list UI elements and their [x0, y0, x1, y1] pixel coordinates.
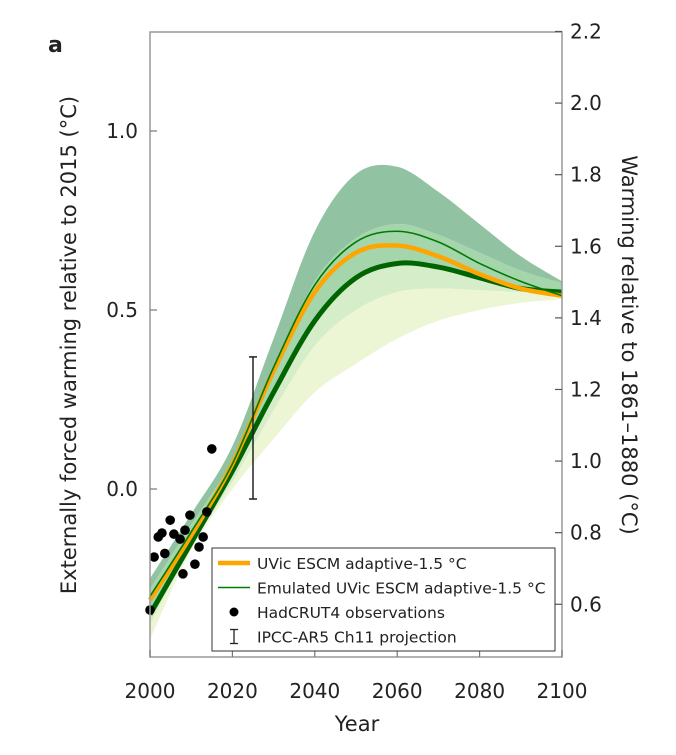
- observation-point: [190, 559, 200, 569]
- y-tick-label: 0.5: [106, 298, 138, 322]
- legend-box: [211, 547, 556, 652]
- y-right-tick-label: 0.8: [570, 521, 602, 545]
- y-right-tick-label: 1.4: [570, 306, 602, 330]
- uncertainty-band-0: [150, 164, 562, 590]
- observation-point: [185, 510, 195, 520]
- legend: UVic ESCM adaptive-1.5 °C Emulated UVic E…: [211, 547, 556, 652]
- x-axis-label: Year: [334, 712, 380, 736]
- legend-label: HadCRUT4 observations: [257, 604, 445, 622]
- x-tick-label: 2000: [125, 679, 176, 703]
- x-tick-label: 2020: [207, 679, 258, 703]
- y-tick-label: 1.0: [106, 119, 138, 143]
- y-axis-right-label: Warming relative to 1861–1880 (°C): [617, 155, 641, 534]
- y-right-tick-label: 1.2: [570, 377, 602, 401]
- y-right-tick-label: 1.0: [570, 449, 602, 473]
- legend-label: UVic ESCM adaptive-1.5 °C: [257, 555, 467, 573]
- legend-label: Emulated UVic ESCM adaptive-1.5 °C: [257, 580, 546, 598]
- y-right-tick-label: 2.2: [570, 19, 602, 43]
- projection-errorbar: [249, 356, 257, 500]
- plot-frame: [149, 31, 563, 658]
- x-tick-label: 2100: [537, 679, 588, 703]
- y-axis-label: Externally forced warming relative to 20…: [57, 96, 81, 594]
- observation-point: [175, 534, 185, 544]
- y-tick-label: 0.0: [106, 477, 138, 501]
- x-tick-label: 2040: [289, 679, 340, 703]
- x-tick-label: 2080: [454, 679, 505, 703]
- uncertainty-bands: [150, 164, 562, 640]
- observation-point: [180, 525, 190, 535]
- series-line-2: [149, 230, 563, 597]
- panel-label: a: [48, 33, 63, 58]
- observations: [145, 444, 217, 615]
- observation-point: [194, 542, 204, 552]
- observation-point: [178, 569, 188, 579]
- y-right-tick-label: 2.0: [570, 91, 602, 115]
- y-right-tick-label: 1.8: [570, 163, 602, 187]
- series-lines: [147, 230, 563, 616]
- uncertainty-band-3: [150, 288, 562, 640]
- observation-point: [165, 515, 175, 525]
- series-line-0: [147, 260, 563, 616]
- y-right-tick-label: 0.6: [570, 592, 602, 616]
- observation-point: [198, 532, 208, 542]
- observation-point: [202, 507, 212, 517]
- y-right-tick-label: 1.6: [570, 234, 602, 258]
- observation-point: [149, 552, 159, 562]
- observation-point: [207, 444, 217, 454]
- axes: 2000 2020 2040 2060 2080 2100 0.0 0.5 1.0 0.6 0.8 1…: [106, 19, 602, 703]
- observation-point: [160, 548, 170, 559]
- x-tick-label: 2060: [372, 679, 423, 703]
- legend-label: IPCC-AR5 Ch11 projection: [257, 629, 457, 647]
- legend-swatch-dot: [229, 607, 239, 617]
- observation-point: [157, 528, 167, 538]
